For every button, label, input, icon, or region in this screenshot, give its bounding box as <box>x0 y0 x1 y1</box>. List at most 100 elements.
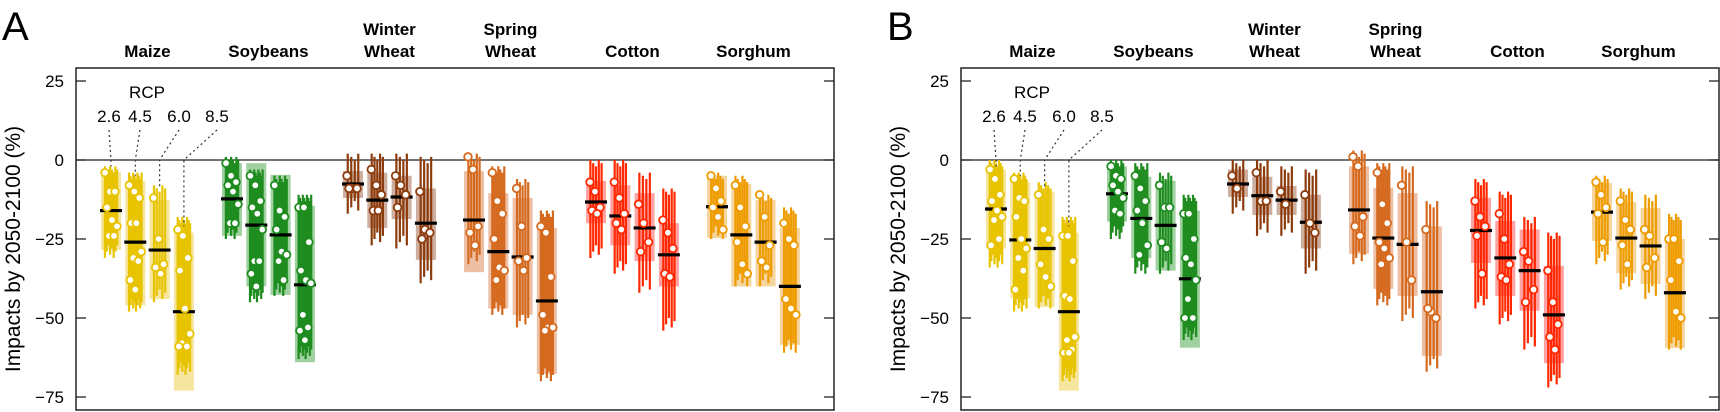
model-point <box>109 231 119 241</box>
model-point <box>1379 243 1389 254</box>
model-point <box>255 196 265 206</box>
box-rcp-85 <box>778 207 801 353</box>
model-point <box>273 256 284 266</box>
box-rcp-45 <box>1009 172 1032 312</box>
model-point <box>465 227 475 238</box>
y-tick-label: −25 <box>920 230 949 249</box>
crop-group-cotton: Cotton <box>1470 42 1565 388</box>
model-point <box>251 281 261 292</box>
model-point <box>150 262 161 273</box>
model-point <box>487 167 497 178</box>
model-point <box>257 224 267 235</box>
model-point <box>1310 227 1320 238</box>
crop-label: Cotton <box>1490 42 1545 61</box>
box-rcp-26 <box>1106 160 1128 239</box>
y-axis-label: Impacts by 2050-2100 (%) <box>887 126 910 372</box>
model-point <box>754 190 765 200</box>
box-rcp-26 <box>1348 150 1370 265</box>
box-rcp-26 <box>100 166 122 258</box>
crop-label: Wheat <box>1370 42 1421 61</box>
model-point <box>1183 294 1193 304</box>
model-point <box>352 183 362 194</box>
model-point <box>415 186 425 197</box>
model-point <box>392 202 403 213</box>
rcp-scenario-label: 4.5 <box>1013 107 1037 126</box>
crop-group-soybeans: Soybeans <box>1106 42 1201 348</box>
model-point <box>1280 199 1291 209</box>
model-point <box>1300 190 1310 200</box>
box-rcp-60 <box>754 190 777 287</box>
model-point <box>1596 190 1606 200</box>
model-point <box>230 218 240 228</box>
model-point <box>786 303 796 314</box>
rcp-leader-line <box>183 129 218 227</box>
model-point <box>521 253 532 263</box>
model-point <box>592 209 602 219</box>
crop-label: Wheat <box>364 42 415 61</box>
model-point <box>992 205 1002 216</box>
rcp-title: RCP <box>1014 83 1050 102</box>
model-point <box>1135 183 1145 194</box>
model-point <box>718 224 728 235</box>
model-point <box>183 253 193 263</box>
model-point <box>463 152 473 162</box>
model-point <box>174 341 184 352</box>
model-point <box>1644 231 1655 241</box>
model-point <box>136 246 146 257</box>
box-rcp-45 <box>1130 163 1153 274</box>
model-point <box>541 227 551 238</box>
model-point <box>228 186 238 197</box>
model-point <box>732 237 742 247</box>
model-point <box>1518 246 1529 257</box>
model-point <box>759 212 770 222</box>
model-point <box>470 240 480 251</box>
model-point <box>1480 221 1490 232</box>
model-point <box>131 218 141 228</box>
model-point <box>1553 319 1563 330</box>
crop-group-cotton: Cotton <box>585 42 680 331</box>
crop-label: Spring <box>484 20 538 39</box>
box-rcp-45 <box>245 163 268 303</box>
model-point <box>663 227 673 238</box>
model-point <box>1021 243 1032 254</box>
model-point <box>296 265 306 276</box>
model-point <box>1601 202 1611 213</box>
crop-label: Wheat <box>485 42 536 61</box>
model-point <box>134 193 144 203</box>
model-point <box>158 259 169 269</box>
model-point <box>1372 167 1382 178</box>
model-point <box>1499 234 1509 244</box>
model-point <box>590 186 600 197</box>
model-point <box>730 180 740 190</box>
box-rcp-26 <box>706 171 728 239</box>
y-tick-label: −75 <box>35 388 64 407</box>
panel-b: B 25 0 −25 −50 −75 Impacts by 2050-2100 (%) Mai… <box>887 5 1720 411</box>
model-point <box>1406 275 1417 285</box>
model-point <box>295 325 305 336</box>
rcp-scenario-label: 2.6 <box>97 107 121 126</box>
model-point <box>633 199 644 209</box>
model-point <box>1070 332 1080 342</box>
model-point <box>425 227 435 238</box>
model-point <box>1475 212 1485 222</box>
crop-group-maize: Maize <box>100 42 195 391</box>
model-point <box>1472 231 1482 241</box>
model-point <box>231 177 241 187</box>
box-rcp-60 <box>1396 166 1419 322</box>
model-point <box>373 205 383 216</box>
rcp-scenario-label: 6.0 <box>167 107 191 126</box>
model-point <box>1543 265 1553 276</box>
rcp-title: RCP <box>129 83 165 102</box>
model-point <box>112 221 122 232</box>
box-rcp-26 <box>1591 175 1613 265</box>
crop-label: Maize <box>124 42 170 61</box>
rcp-annotation: RCP 2.6 4.5 6.0 8.5 <box>97 83 229 227</box>
model-point <box>1384 253 1394 263</box>
model-point <box>100 167 110 178</box>
crop-label: Sorghum <box>1601 42 1676 61</box>
model-point <box>245 171 255 181</box>
model-point <box>1115 209 1125 219</box>
box-rcp-45 <box>1372 163 1395 306</box>
model-point <box>155 269 166 279</box>
